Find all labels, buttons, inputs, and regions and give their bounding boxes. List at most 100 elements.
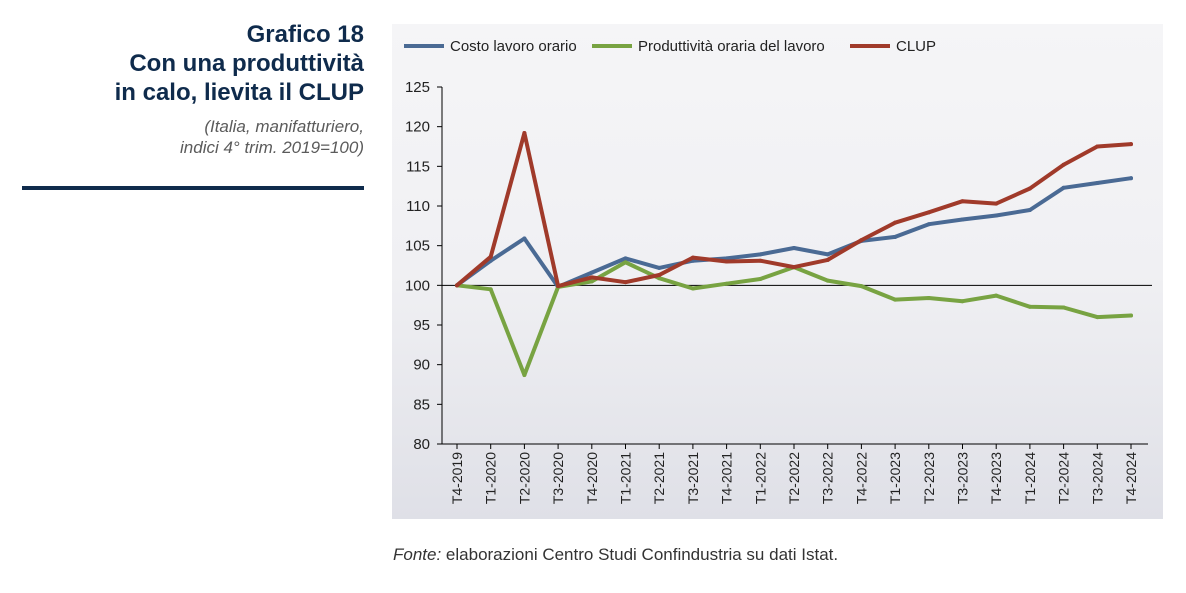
series-2-point-12 [859, 238, 864, 243]
series-1-point-4 [589, 279, 594, 284]
series-0-point-20 [1129, 176, 1133, 181]
y-tick-label-1: 85 [413, 396, 430, 413]
series-0-point-18 [1061, 185, 1066, 190]
y-tick-label-7: 115 [406, 158, 430, 175]
chart-subtitle-line-1: (Italia, manifatturiero, [204, 117, 364, 136]
x-tick-label-18: T2-2024 [1056, 452, 1072, 504]
y-tick-label-8: 120 [405, 119, 430, 136]
series-1-point-13 [893, 297, 898, 302]
series-1-point-14 [926, 296, 931, 301]
series-2-point-16 [994, 201, 999, 206]
series-1-point-9 [758, 276, 763, 281]
series-2-point-7 [690, 255, 695, 260]
x-tick-label-2: T2-2020 [516, 452, 532, 504]
source-text: elaborazioni Centro Studi Confindustria … [441, 545, 839, 564]
series-2-point-2 [522, 131, 527, 136]
series-1-point-11 [825, 278, 830, 283]
chart-title-line-3: in calo, lievita il CLUP [114, 79, 364, 106]
series-2-point-20 [1129, 142, 1133, 147]
chart-title-line-1: Grafico 18 [246, 21, 364, 48]
series-0-point-13 [893, 234, 898, 239]
series-2-point-4 [589, 275, 594, 280]
y-tick-label-2: 90 [413, 357, 430, 374]
series-1-point-15 [960, 299, 965, 304]
x-tick-label-0: T4-2019 [449, 452, 465, 504]
series-1-point-7 [690, 286, 695, 291]
series-0-point-9 [758, 252, 763, 257]
series-0-point-6 [657, 265, 662, 270]
x-tick-label-10: T2-2022 [786, 452, 802, 504]
x-tick-label-1: T1-2020 [483, 452, 499, 504]
series-1-point-1 [488, 287, 493, 292]
series-0-point-2 [522, 236, 527, 241]
y-tick-label-9: 125 [405, 79, 430, 96]
series-1-point-12 [859, 284, 864, 289]
legend-label-0: Costo lavoro orario [450, 38, 577, 55]
chart-panel: Costo lavoro orario Produttività oraria d… [392, 24, 1163, 519]
x-tick-label-16: T4-2023 [988, 452, 1004, 504]
series-0-point-14 [926, 222, 931, 227]
x-tick-label-5: T1-2021 [618, 452, 634, 504]
title-divider [22, 186, 364, 190]
x-tick-label-15: T3-2023 [955, 452, 971, 504]
x-tick-label-7: T3-2021 [685, 452, 701, 504]
series-2-point-8 [724, 259, 729, 264]
series-0-point-15 [960, 217, 965, 222]
series-2-point-14 [926, 210, 931, 215]
x-tick-label-6: T2-2021 [651, 452, 667, 504]
series-2-point-19 [1095, 144, 1100, 149]
series-2-point-10 [792, 265, 796, 270]
series-1-point-5 [623, 260, 628, 265]
series-2-point-18 [1061, 162, 1066, 167]
series-1-point-20 [1129, 313, 1133, 318]
source-note: Fonte: elaborazioni Centro Studi Confind… [393, 545, 838, 565]
series-1-point-8 [724, 281, 729, 286]
series-2-point-13 [893, 220, 898, 225]
series-2-point-3 [556, 284, 561, 289]
y-tick-label-5: 105 [405, 238, 430, 255]
y-tick-label-6: 110 [406, 198, 430, 215]
line-chart: Costo lavoro orario Produttività oraria d… [404, 38, 1152, 504]
x-tick-label-20: T4-2024 [1123, 452, 1139, 504]
series-2-point-0 [455, 283, 459, 288]
series-0-point-19 [1095, 180, 1100, 185]
series-2-point-17 [1027, 186, 1032, 191]
x-tick-label-4: T4-2020 [584, 452, 600, 504]
series-0-point-10 [792, 246, 796, 251]
x-tick-label-9: T1-2022 [752, 452, 768, 504]
x-tick-label-8: T4-2021 [719, 452, 735, 504]
series-2-point-11 [825, 257, 830, 262]
source-label: Fonte: [393, 545, 442, 564]
series-2-point-5 [623, 280, 628, 285]
legend-label-2: CLUP [896, 38, 936, 55]
x-tick-label-19: T3-2024 [1089, 452, 1105, 504]
series-0-point-17 [1027, 207, 1032, 212]
series-1-point-19 [1095, 315, 1100, 320]
x-tick-label-13: T1-2023 [887, 452, 903, 504]
y-tick-label-0: 80 [413, 436, 430, 453]
title-block: Grafico 18 Con una produttività in calo,… [20, 20, 364, 158]
series-1-point-2 [522, 372, 527, 377]
series-line-0 [455, 176, 1133, 289]
x-tick-label-3: T3-2020 [550, 452, 566, 504]
x-tick-label-12: T4-2022 [853, 452, 869, 504]
series-0-point-4 [589, 270, 594, 275]
series-0-point-16 [994, 213, 999, 218]
series-0-point-8 [724, 256, 729, 261]
series-1-point-18 [1061, 305, 1066, 310]
series-2-point-9 [758, 258, 763, 263]
series-2-point-15 [960, 199, 965, 204]
y-tick-label-4: 100 [405, 277, 430, 294]
y-tick-label-3: 95 [413, 317, 430, 334]
x-tick-label-14: T2-2023 [921, 452, 937, 504]
chart-title-line-2: Con una produttività [129, 50, 364, 77]
series-2-point-1 [488, 254, 493, 259]
legend-label-1: Produttività oraria del lavoro [638, 38, 825, 55]
series-1-point-16 [994, 293, 999, 298]
series-0-point-5 [623, 256, 628, 261]
series-1-point-17 [1027, 304, 1032, 309]
chart-subtitle-line-2: indici 4° trim. 2019=100) [180, 138, 364, 157]
x-tick-label-11: T3-2022 [820, 452, 836, 504]
series-2-point-6 [657, 273, 662, 278]
x-tick-label-17: T1-2024 [1022, 452, 1038, 504]
